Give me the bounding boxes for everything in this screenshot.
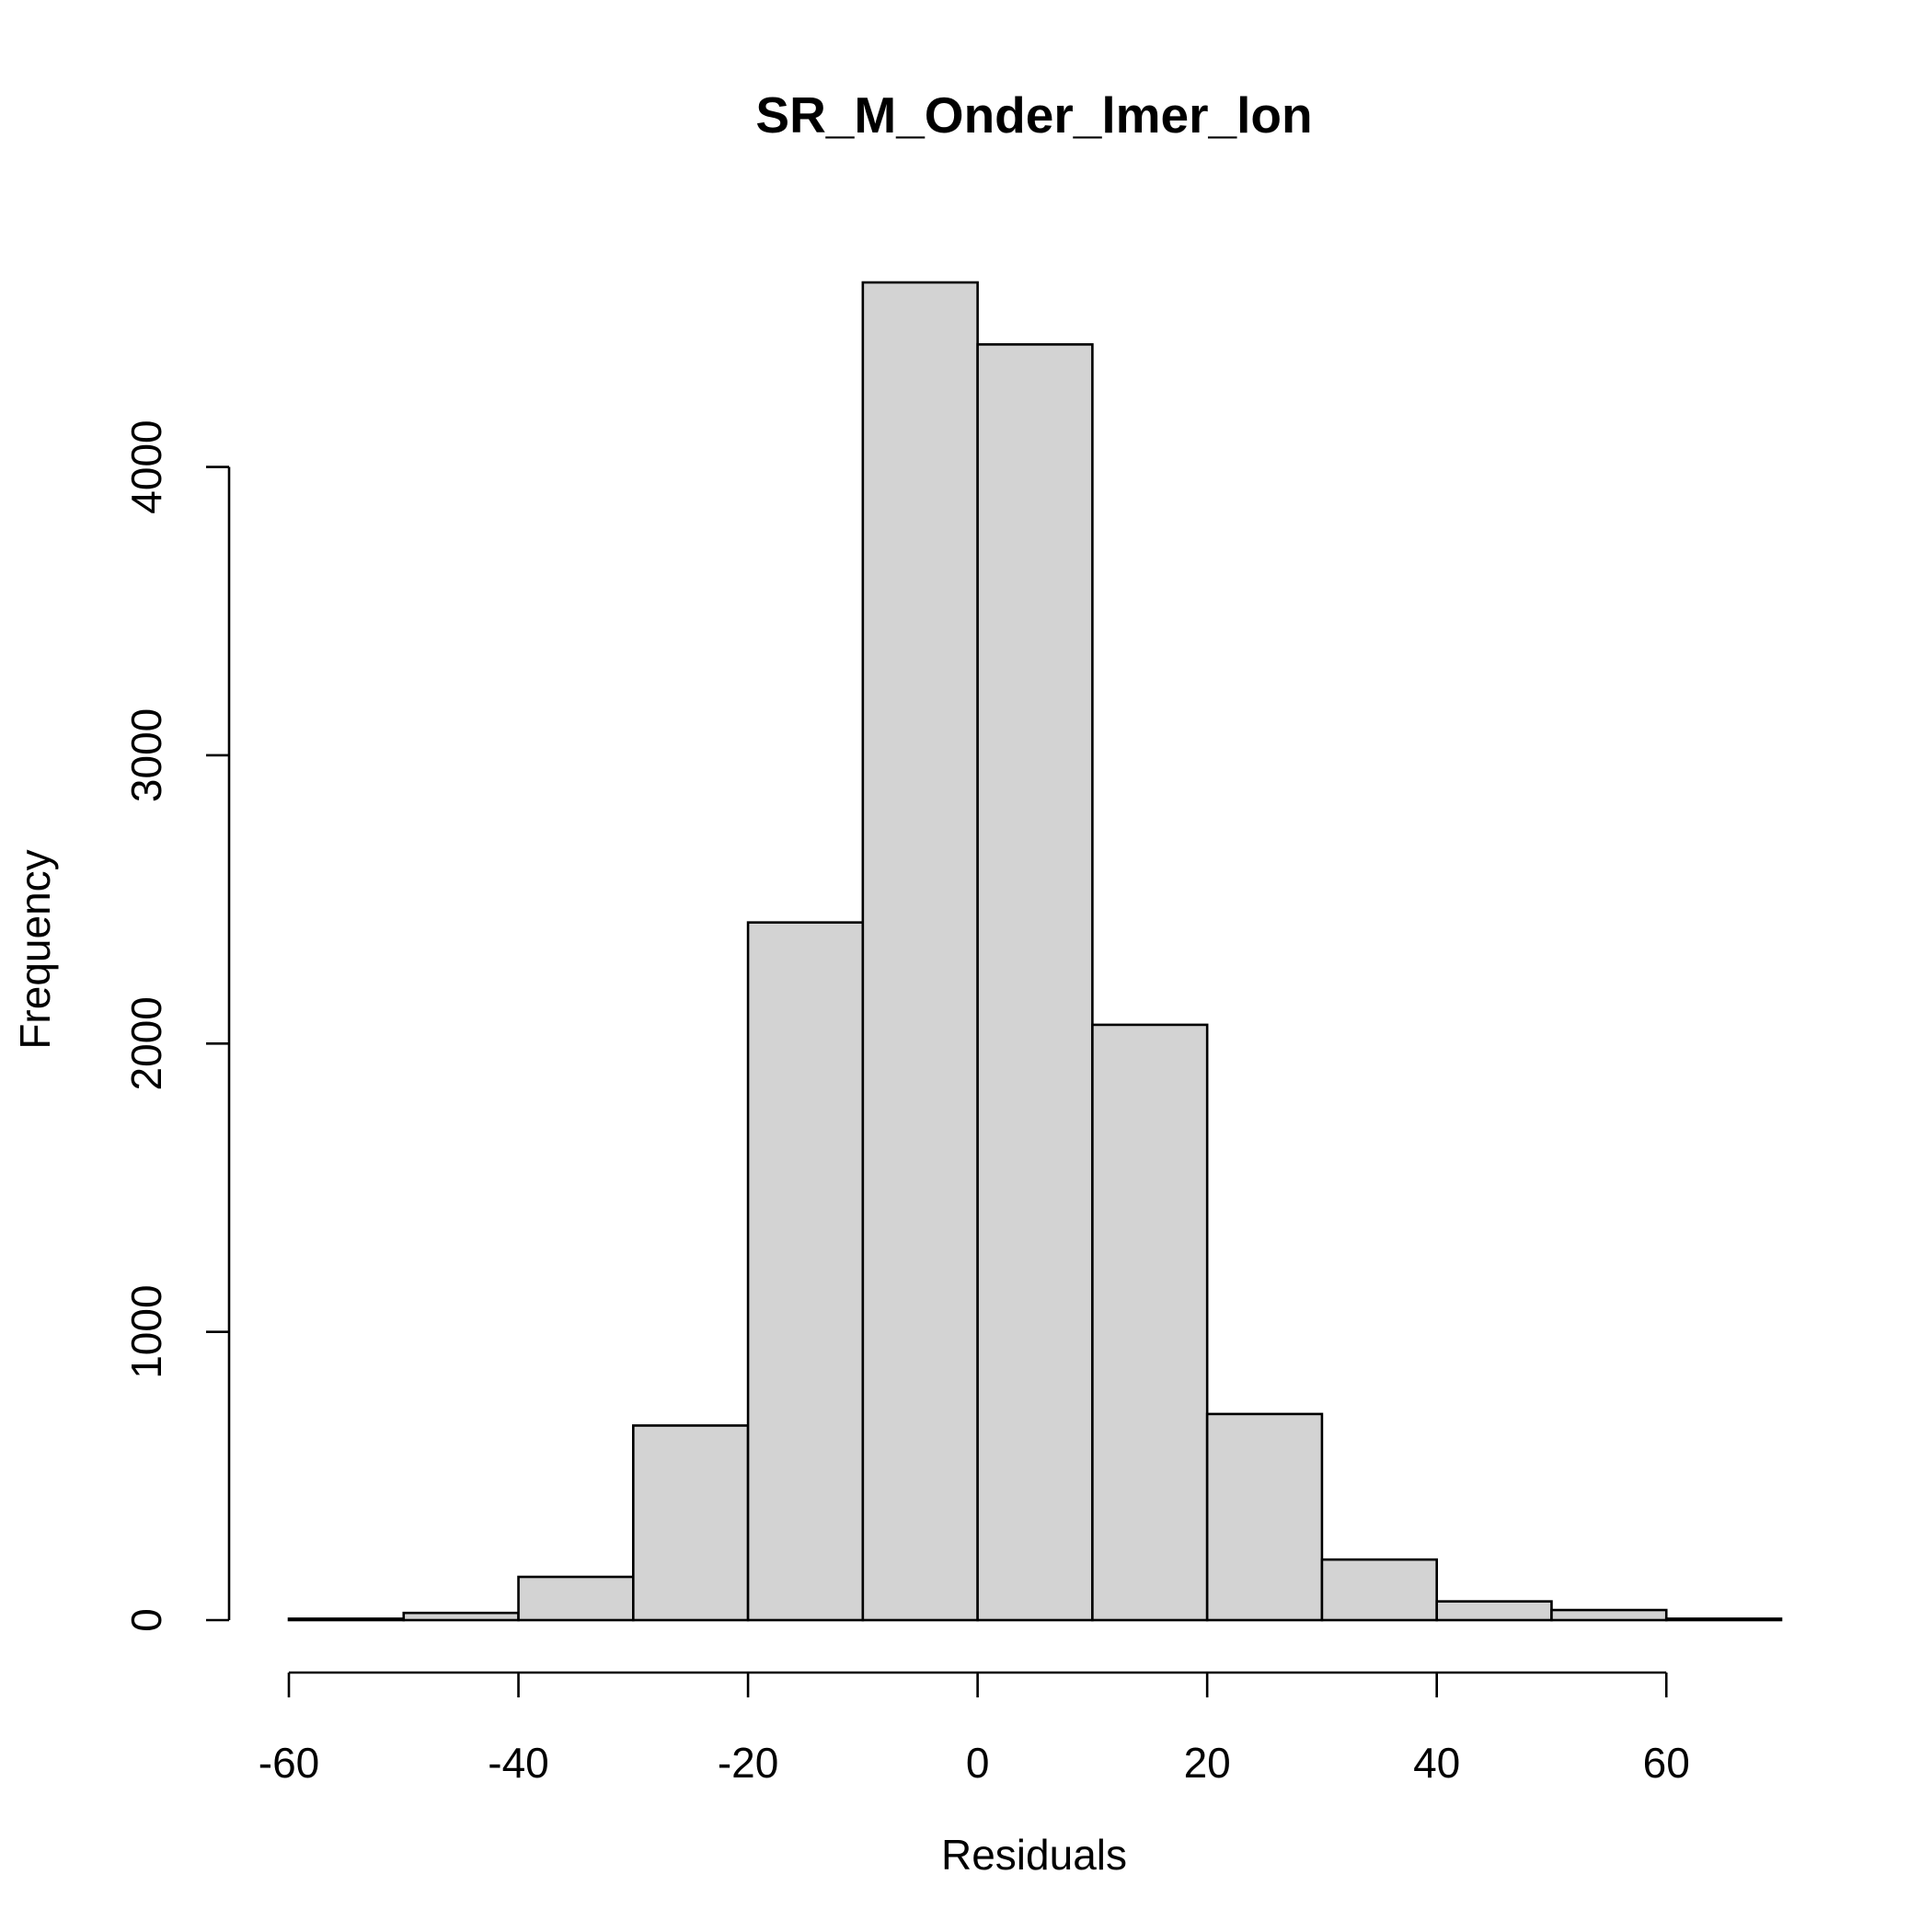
- y-tick-label: 0: [122, 1608, 170, 1632]
- x-tick-label: 20: [1184, 1739, 1231, 1787]
- bars-group: [287, 281, 1783, 1622]
- x-tick-label: 0: [966, 1739, 990, 1787]
- x-tick-label: 60: [1643, 1739, 1690, 1787]
- histogram-bar: [1205, 1412, 1324, 1622]
- chart-title: SR_M_Onder_lmer_lon: [755, 86, 1312, 144]
- x-axis-label: Residuals: [941, 1831, 1127, 1879]
- histogram-bar: [1664, 1617, 1783, 1622]
- histogram-bar: [1550, 1608, 1668, 1622]
- histogram-bar: [1091, 1023, 1209, 1622]
- x-tick-label: -40: [488, 1739, 548, 1787]
- histogram-bar: [517, 1575, 635, 1622]
- y-tick-label: 2000: [122, 996, 170, 1090]
- histogram-bar: [402, 1611, 520, 1622]
- histogram-bar: [632, 1424, 750, 1622]
- y-axis: 0 1000 2000 3000 4000: [122, 420, 231, 1632]
- histogram-bar: [287, 1617, 406, 1622]
- histogram-bar: [861, 281, 979, 1622]
- histogram-bar: [976, 343, 1094, 1622]
- histogram-bar: [746, 921, 865, 1622]
- y-tick-label: 4000: [122, 420, 170, 513]
- y-tick-label: 3000: [122, 708, 170, 802]
- histogram-bar: [1320, 1558, 1438, 1622]
- histogram-bar: [1435, 1600, 1553, 1622]
- x-tick-label: -20: [718, 1739, 778, 1787]
- x-tick-label: 40: [1413, 1739, 1460, 1787]
- x-axis: -60 -40 -20 0 20 40 60: [259, 1671, 1690, 1787]
- y-axis-label: Frequency: [11, 849, 59, 1049]
- x-tick-label: -60: [259, 1739, 319, 1787]
- y-tick-label: 1000: [122, 1284, 170, 1378]
